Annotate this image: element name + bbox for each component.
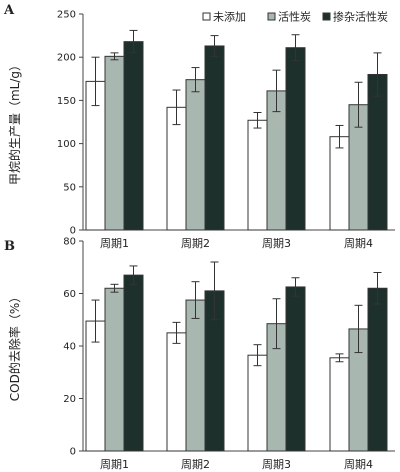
x-tick-label: 周期4 — [344, 237, 373, 250]
bar — [123, 41, 144, 231]
x-tick-label: 周期4 — [344, 458, 373, 471]
bar — [285, 286, 306, 452]
bar — [367, 287, 388, 452]
y-tick-label: 0 — [70, 226, 76, 237]
y-tick-label: 40 — [63, 342, 76, 353]
y-axis-label: 甲烷的生产量（mL/g） — [7, 59, 22, 185]
panel-label: B — [4, 239, 15, 254]
y-axis-label: COD的去除率（%） — [7, 291, 22, 401]
bar — [166, 332, 187, 452]
bar — [329, 357, 350, 452]
y-tick-label: 60 — [63, 289, 76, 300]
panel-a: A 0 50 100 150 200 250 甲烷的生产量（mL/g） 周期1 周期2 周期3 周期4… — [3, 3, 395, 250]
y-tick-label: 20 — [63, 394, 76, 405]
bar — [285, 47, 306, 231]
panel-b: B 0 20 40 60 80 COD的去除率（%） 周期1 周期2 周期3 周期4 — [4, 237, 395, 471]
bar — [247, 354, 268, 452]
y-tick-label: 200 — [57, 53, 76, 64]
y-tick-label: 80 — [63, 237, 76, 248]
y-tick-label: 150 — [57, 96, 76, 107]
bar — [166, 106, 187, 231]
legend-label: 未添加 — [213, 10, 246, 24]
x-tick-label: 周期3 — [262, 458, 291, 471]
bar — [367, 73, 388, 231]
legend-swatch — [267, 12, 276, 21]
bar — [185, 299, 206, 452]
bar — [204, 45, 225, 231]
y-tick-label: 100 — [57, 139, 76, 150]
bar — [247, 119, 268, 231]
legend-label: 掺杂活性炭 — [333, 10, 388, 24]
x-tick-label: 周期1 — [100, 458, 129, 471]
y-tick-label: 250 — [57, 10, 76, 21]
bar — [104, 287, 125, 452]
y-tick-label: 0 — [70, 447, 76, 458]
legend-swatch — [202, 12, 211, 21]
x-tick-label: 周期3 — [262, 237, 291, 250]
x-tick-label: 周期2 — [181, 458, 210, 471]
y-tick-label: 50 — [63, 182, 76, 193]
bar — [104, 55, 125, 231]
panel-label: A — [3, 3, 15, 18]
x-tick-label: 周期2 — [181, 237, 210, 250]
x-tick-label: 周期1 — [100, 237, 129, 250]
bar — [329, 136, 350, 231]
legend-swatch — [322, 12, 331, 21]
bar — [185, 79, 206, 231]
legend-label: 活性炭 — [278, 10, 311, 24]
bar — [123, 274, 144, 452]
